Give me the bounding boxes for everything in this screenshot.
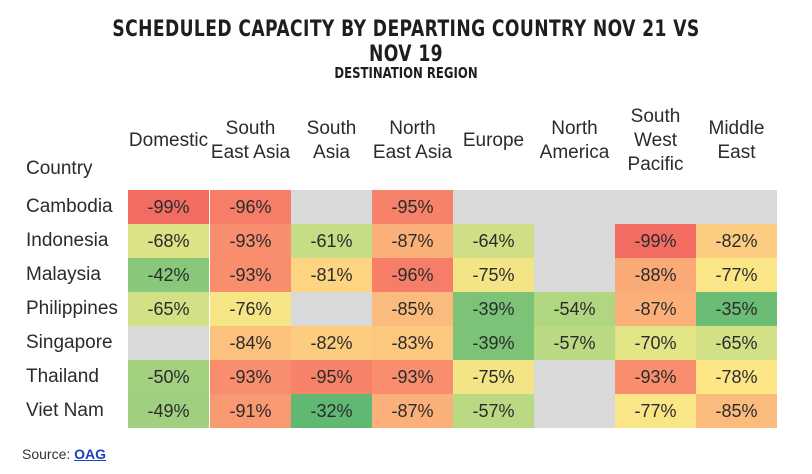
heatmap-cell: -93% bbox=[615, 360, 696, 394]
heatmap-cell: -96% bbox=[372, 258, 453, 292]
heatmap-cell: -57% bbox=[534, 326, 615, 360]
heatmap-cell bbox=[291, 190, 372, 224]
heatmap-cell bbox=[128, 326, 209, 360]
heatmap-cell: -78% bbox=[696, 360, 777, 394]
heatmap-cell: -65% bbox=[128, 292, 209, 326]
row-label: Philippines bbox=[26, 298, 118, 319]
column-header-5: North America bbox=[539, 118, 610, 163]
heatmap-cell: -99% bbox=[615, 224, 696, 258]
chart-title: SCHEDULED CAPACITY BY DEPARTING COUNTRY … bbox=[112, 17, 700, 67]
heatmap-cell: -61% bbox=[291, 224, 372, 258]
heatmap-cell bbox=[696, 190, 777, 224]
heatmap-cell: -39% bbox=[453, 326, 534, 360]
column-header-4: Europe bbox=[462, 130, 525, 151]
row-label: Thailand bbox=[26, 366, 99, 387]
row-label: Cambodia bbox=[26, 196, 113, 217]
column-header-7: Middle East bbox=[708, 118, 765, 163]
heatmap-cell: -93% bbox=[372, 360, 453, 394]
heatmap-cell: -68% bbox=[128, 224, 209, 258]
chart-subtitle: DESTINATION REGION bbox=[334, 64, 478, 82]
heatmap-cell: -39% bbox=[453, 292, 534, 326]
column-header-1: South East Asia bbox=[210, 118, 291, 163]
row-header-label: Country bbox=[26, 158, 93, 179]
heatmap-cell: -76% bbox=[210, 292, 291, 326]
heatmap-cell: -81% bbox=[291, 258, 372, 292]
heatmap-cell bbox=[453, 190, 534, 224]
heatmap-cell: -54% bbox=[534, 292, 615, 326]
row-label: Indonesia bbox=[26, 230, 109, 251]
heatmap-cell: -57% bbox=[453, 394, 534, 428]
heatmap-cell: -84% bbox=[210, 326, 291, 360]
heatmap-cell bbox=[534, 258, 615, 292]
heatmap-cell: -87% bbox=[372, 224, 453, 258]
heatmap-cell: -75% bbox=[453, 360, 534, 394]
source-link[interactable]: OAG bbox=[74, 446, 107, 462]
heatmap-cell: -35% bbox=[696, 292, 777, 326]
heatmap-cell: -95% bbox=[291, 360, 372, 394]
source-prefix: Source: bbox=[22, 446, 75, 462]
column-header-0: Domestic bbox=[128, 130, 209, 151]
row-label: Singapore bbox=[26, 332, 113, 353]
heatmap-cell: -99% bbox=[128, 190, 209, 224]
heatmap-cell: -93% bbox=[210, 360, 291, 394]
heatmap-cell: -70% bbox=[615, 326, 696, 360]
heatmap-cell: -82% bbox=[291, 326, 372, 360]
heatmap-cell bbox=[534, 394, 615, 428]
heatmap-cell: -82% bbox=[696, 224, 777, 258]
column-header-3: North East Asia bbox=[372, 118, 453, 163]
heatmap-cell: -42% bbox=[128, 258, 209, 292]
heatmap-cell: -93% bbox=[210, 224, 291, 258]
heatmap-cell: -75% bbox=[453, 258, 534, 292]
heatmap-cell: -91% bbox=[210, 394, 291, 428]
heatmap-cell: -96% bbox=[210, 190, 291, 224]
heatmap-cell: -77% bbox=[696, 258, 777, 292]
heatmap-cell: -64% bbox=[453, 224, 534, 258]
heatmap-cell: -85% bbox=[372, 292, 453, 326]
heatmap-cell: -93% bbox=[210, 258, 291, 292]
heatmap-cell: -49% bbox=[128, 394, 209, 428]
source-note: Source: OAG bbox=[22, 446, 106, 462]
heatmap-cell bbox=[534, 224, 615, 258]
heatmap-cell: -65% bbox=[696, 326, 777, 360]
heatmap-cell: -83% bbox=[372, 326, 453, 360]
heatmap-cell bbox=[615, 190, 696, 224]
heatmap-cell: -87% bbox=[615, 292, 696, 326]
row-label: Viet Nam bbox=[26, 400, 104, 421]
heatmap-cell: -32% bbox=[291, 394, 372, 428]
heatmap-cell: -95% bbox=[372, 190, 453, 224]
column-header-6: South West Pacific bbox=[627, 106, 684, 175]
heatmap-cell: -88% bbox=[615, 258, 696, 292]
heatmap-cell bbox=[534, 190, 615, 224]
heatmap-cell: -87% bbox=[372, 394, 453, 428]
heatmap-cell: -77% bbox=[615, 394, 696, 428]
heatmap-cell bbox=[291, 292, 372, 326]
heatmap-cell bbox=[534, 360, 615, 394]
row-label: Malaysia bbox=[26, 264, 101, 285]
heatmap-cell: -50% bbox=[128, 360, 209, 394]
heatmap-cell: -85% bbox=[696, 394, 777, 428]
column-header-2: South Asia bbox=[306, 118, 357, 163]
